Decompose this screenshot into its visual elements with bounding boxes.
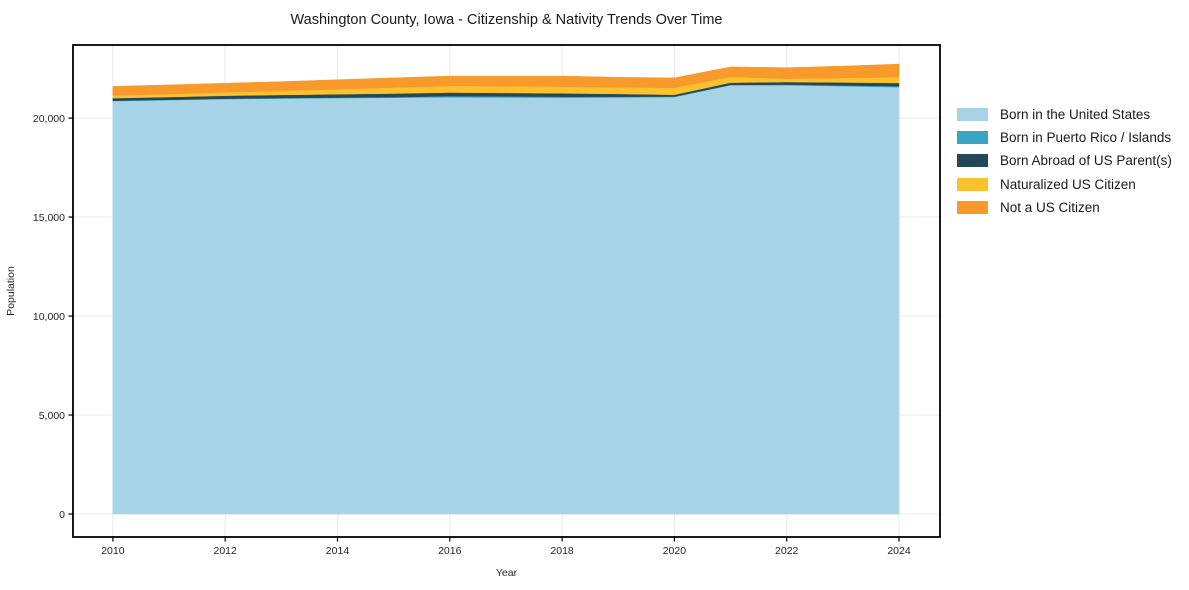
y-tick-label: 15,000 (33, 212, 65, 224)
plot-frame (72, 44, 941, 538)
chart-title: Washington County, Iowa - Citizenship & … (290, 12, 723, 28)
legend-label: Born in Puerto Rico / Islands (1000, 130, 1172, 146)
x-tick-label: 2016 (438, 545, 462, 557)
legend-label: Born in the United States (1000, 107, 1151, 123)
x-tick-label: 2018 (550, 545, 574, 557)
y-tick-label: 10,000 (33, 311, 65, 323)
y-tick-label: 20,000 (33, 113, 65, 125)
legend-swatch (957, 177, 988, 191)
x-tick-label: 2020 (663, 545, 687, 557)
legend-label: Born Abroad of US Parent(s) (1000, 153, 1172, 169)
y-tick-label: 5,000 (39, 410, 65, 422)
area-born-in-the-united-states (112, 84, 900, 515)
stacked-areas (112, 63, 900, 515)
axes: 0 5,000 10,000 15,000 20,000 2010 2012 2014 2016… (33, 113, 911, 557)
x-tick-label: 2022 (775, 545, 799, 557)
legend: Born in the United States Born in Puerto … (957, 103, 1172, 219)
legend-swatch (957, 131, 988, 145)
x-tick-label: 2014 (326, 545, 350, 557)
legend-label: Not a US Citizen (1000, 199, 1100, 215)
legend-item: Not a US Citizen (957, 196, 1172, 219)
legend-item: Born in Puerto Rico / Islands (957, 126, 1172, 149)
x-axis-label: Year (496, 567, 518, 579)
legend-item: Born Abroad of US Parent(s) (957, 149, 1172, 172)
x-tick-label: 2012 (213, 545, 237, 557)
legend-swatch (957, 200, 988, 214)
y-axis-label: Population (5, 266, 17, 316)
x-tick-label: 2010 (101, 545, 125, 557)
x-tick-label: 2024 (887, 545, 911, 557)
legend-item: Naturalized US Citizen (957, 173, 1172, 196)
legend-label: Naturalized US Citizen (1000, 176, 1136, 192)
legend-item: Born in the United States (957, 103, 1172, 126)
y-tick-label: 0 (59, 509, 65, 521)
legend-swatch (957, 108, 988, 122)
area-not-a-us-citizen (112, 63, 900, 96)
legend-swatch (957, 154, 988, 168)
